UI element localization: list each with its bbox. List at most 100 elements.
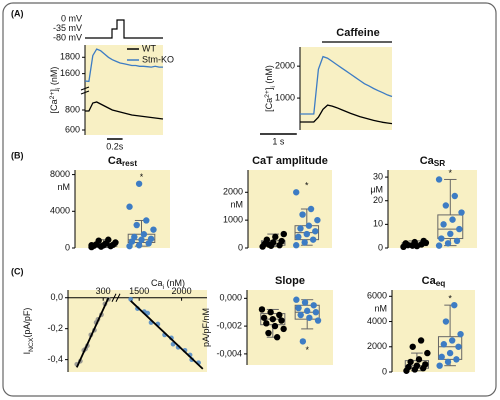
- axis-break: [111, 293, 121, 302]
- data-point: [312, 228, 319, 235]
- y-tick-label: 0: [378, 242, 383, 252]
- data-point: [453, 356, 460, 363]
- significance-mark: *: [305, 181, 309, 191]
- data-point: [301, 299, 309, 306]
- panel-label: (B): [11, 150, 24, 160]
- data-point: [112, 239, 119, 246]
- data-point: [447, 230, 454, 238]
- data-point: [301, 239, 308, 246]
- y-axis-label: INCX(pA/pF): [22, 308, 34, 355]
- data-point: [271, 322, 279, 330]
- y-tick-label: 10: [373, 219, 383, 229]
- y-axis-label-part: (nM): [49, 67, 59, 88]
- significance-mark: *: [448, 294, 452, 304]
- x-tick-label: 300: [96, 286, 111, 296]
- box: [437, 214, 464, 240]
- data-point: [458, 209, 465, 216]
- y-tick-label: 8000: [50, 169, 70, 179]
- data-point: [280, 325, 287, 333]
- chart-title: Carest: [108, 155, 137, 168]
- y-tick-label: 600: [65, 124, 80, 134]
- y-axis-label-part: pA/pF/nM: [201, 308, 211, 347]
- box: [437, 336, 463, 360]
- data-point: [128, 296, 134, 302]
- data-point: [140, 231, 148, 238]
- data-point: [312, 309, 320, 316]
- plot-area: [68, 290, 207, 372]
- x-tick-label: 1500: [129, 286, 149, 296]
- y-axis-label-part: ]: [264, 88, 274, 91]
- data-point: [265, 329, 272, 337]
- trace: [300, 55, 393, 115]
- data-point: [438, 353, 445, 361]
- data-point: [407, 358, 414, 366]
- data-point: [415, 356, 423, 363]
- chart-title-part: rest: [122, 159, 137, 168]
- panel-label: (C): [11, 266, 24, 276]
- plot-area: [75, 170, 170, 248]
- data-point: [135, 242, 143, 249]
- data-point: [263, 320, 270, 327]
- unit-label: nM: [374, 304, 387, 314]
- data-point: [436, 362, 443, 369]
- chart-title-part: Ca: [420, 155, 435, 167]
- chart-title-part: eq: [436, 279, 446, 288]
- unit-label: μM: [370, 184, 383, 194]
- y-tick-label: 6000: [367, 291, 387, 301]
- unit-label: nM: [57, 182, 70, 192]
- y-axis-label: [Ca2+]i (nM): [264, 65, 277, 112]
- chart-title: CaSR: [420, 155, 446, 168]
- trace: [300, 104, 393, 125]
- fit-line: [75, 297, 110, 368]
- x-axis-label-part: i: [163, 284, 165, 291]
- data-point: [422, 239, 430, 246]
- data-point: [263, 236, 271, 243]
- data-point: [276, 311, 283, 319]
- data-point: [138, 236, 145, 243]
- data-point: [303, 230, 310, 238]
- data-point: [295, 233, 302, 241]
- data-point: [269, 315, 276, 323]
- significance-mark: *: [140, 172, 144, 182]
- data-point: [299, 338, 307, 345]
- y-tick-label: -0,002: [216, 320, 242, 330]
- data-point: [438, 235, 445, 242]
- data-point: [409, 343, 416, 350]
- chart-title-part: Ca: [422, 275, 437, 287]
- data-point: [147, 235, 155, 243]
- data-point: [95, 237, 102, 244]
- data-point: [314, 216, 321, 224]
- data-point: [278, 317, 285, 324]
- y-tick-label: 1000: [223, 215, 243, 225]
- y-tick-label: 1600: [60, 68, 80, 78]
- stimulus-label: Caffeine: [336, 27, 379, 39]
- panel-label: (A): [11, 8, 24, 18]
- data-point: [145, 310, 151, 316]
- data-point: [265, 241, 273, 248]
- voltage-protocol: [85, 19, 163, 39]
- y-tick-label: 0: [238, 242, 243, 252]
- significance-mark: *: [449, 168, 453, 178]
- data-point: [304, 307, 311, 315]
- data-point: [451, 301, 458, 309]
- data-point: [126, 203, 133, 210]
- y-axis-label-part: [Ca: [264, 98, 274, 112]
- data-point: [297, 311, 304, 319]
- trace: [85, 101, 164, 120]
- data-point: [273, 334, 281, 341]
- x-axis-label-part: (nM): [164, 278, 185, 288]
- chart-title: Slope: [275, 275, 305, 287]
- data-point: [267, 309, 274, 316]
- data-point: [105, 236, 112, 243]
- data-point: [306, 314, 313, 321]
- y-tick-label: 0,0: [50, 292, 63, 302]
- data-point: [297, 225, 304, 232]
- fit-line: [130, 300, 204, 370]
- y-axis-label-part: ]: [49, 89, 59, 92]
- data-point: [451, 192, 458, 200]
- data-point: [424, 349, 431, 357]
- y-tick-label: 0: [382, 366, 387, 376]
- data-point: [150, 226, 157, 233]
- chart-title-part: SR: [434, 159, 446, 168]
- y-tick-label: 0,000: [219, 293, 242, 303]
